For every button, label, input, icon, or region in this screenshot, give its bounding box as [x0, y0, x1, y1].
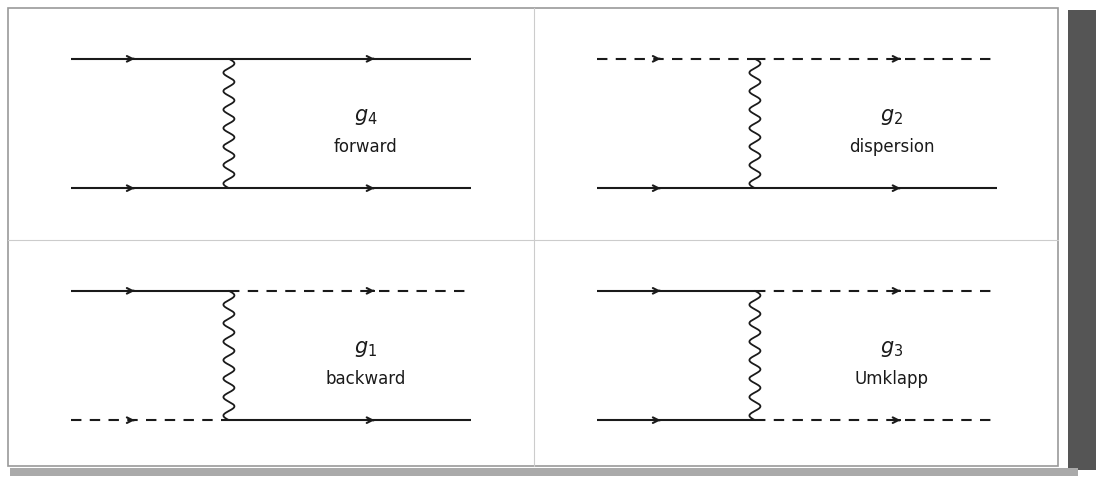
- Bar: [10, 468, 1078, 476]
- Text: Umklapp: Umklapp: [854, 370, 928, 388]
- Bar: [1069, 10, 1096, 470]
- Text: $g_1$: $g_1$: [354, 339, 377, 359]
- Text: $g_4$: $g_4$: [354, 106, 378, 126]
- Text: $g_2$: $g_2$: [880, 106, 903, 126]
- Text: forward: forward: [334, 137, 398, 156]
- Text: backward: backward: [326, 370, 406, 388]
- Text: dispersion: dispersion: [849, 137, 935, 156]
- Text: $g_3$: $g_3$: [880, 339, 903, 359]
